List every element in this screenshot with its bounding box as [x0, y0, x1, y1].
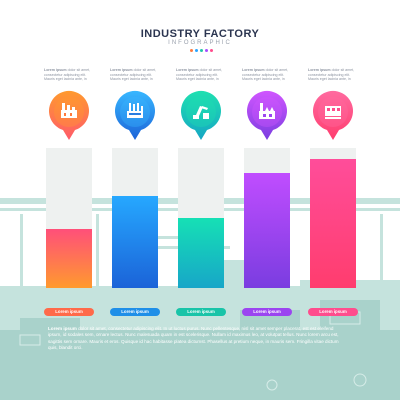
title-dots	[190, 49, 213, 52]
column-blurb: Lorem ipsum dolor sit amet, consectetur …	[176, 68, 226, 82]
bar-tag: Lorem ipsum	[44, 308, 94, 316]
page-title: INDUSTRY FACTORY	[140, 28, 260, 40]
column-blurb: Lorem ipsum dolor sit amet, consectetur …	[44, 68, 94, 82]
bar-tag: Lorem ipsum	[110, 308, 160, 316]
column-blurb: Lorem ipsum dolor sit amet, consectetur …	[110, 68, 160, 82]
bar-track	[310, 148, 356, 288]
pin-marker	[115, 90, 155, 140]
pin-marker	[313, 90, 353, 140]
column-blurb: Lorem ipsum dolor sit amet, consectetur …	[308, 68, 358, 82]
bar-fill	[178, 218, 224, 288]
footer-body: dolor sit amet, consectetur adipiscing e…	[48, 326, 339, 351]
blurb-text: dolor sit amet, consectetur adipiscing e…	[308, 68, 355, 82]
title-dot	[200, 49, 203, 52]
title-dot	[190, 49, 193, 52]
pin-marker	[247, 90, 287, 140]
page-subtitle: INFOGRAPHIC	[168, 40, 232, 46]
column-blurb: Lorem ipsum dolor sit amet, consectetur …	[242, 68, 292, 82]
pin-marker	[181, 90, 221, 140]
blurb-lead: Lorem ipsum	[110, 68, 133, 72]
footer-text: Lorem ipsum dolor sit amet, consectetur …	[48, 326, 348, 352]
blurb-text: dolor sit amet, consectetur adipiscing e…	[176, 68, 223, 82]
bar-tag: Lorem ipsum	[308, 308, 358, 316]
blurb-text: dolor sit amet, consectetur adipiscing e…	[110, 68, 157, 82]
bar-fill	[112, 196, 158, 288]
factory-building-icon	[61, 103, 77, 118]
bar-track	[46, 148, 92, 288]
bar-track	[244, 148, 290, 288]
refinery-icon	[127, 103, 143, 118]
bar-fill	[244, 173, 290, 288]
bar-fill	[46, 229, 92, 288]
bar-track	[178, 148, 224, 288]
bar-track	[112, 148, 158, 288]
footer-lead: Lorem ipsum	[48, 326, 77, 331]
blurb-lead: Lorem ipsum	[308, 68, 331, 72]
robot-arm-icon	[193, 106, 209, 119]
blurb-lead: Lorem ipsum	[176, 68, 199, 72]
title-dot	[210, 49, 213, 52]
blurb-text: dolor sit amet, consectetur adipiscing e…	[44, 68, 91, 82]
pin-marker	[49, 90, 89, 140]
blurb-lead: Lorem ipsum	[44, 68, 67, 72]
power-plant-icon	[259, 103, 275, 119]
blurb-text: dolor sit amet, consectetur adipiscing e…	[242, 68, 289, 82]
conveyor-icon	[325, 106, 341, 119]
title-dot	[195, 49, 198, 52]
blurb-lead: Lorem ipsum	[242, 68, 265, 72]
bar-tag: Lorem ipsum	[242, 308, 292, 316]
bar-fill	[310, 159, 356, 288]
title-dot	[205, 49, 208, 52]
bar-tag: Lorem ipsum	[176, 308, 226, 316]
